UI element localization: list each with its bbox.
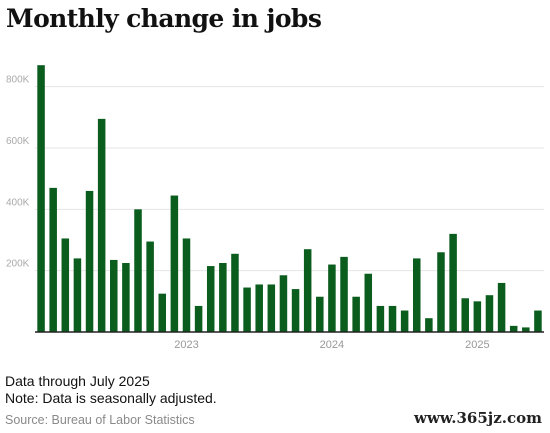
bar: [473, 301, 482, 332]
bar: [255, 284, 263, 332]
bar: [85, 190, 94, 332]
bar: [388, 305, 397, 332]
gridlines: [35, 86, 544, 272]
bar: [110, 259, 118, 332]
bar: [170, 195, 179, 332]
watermark-text: www.365jz.com: [414, 409, 542, 427]
bar: [425, 318, 433, 332]
bar: [97, 118, 106, 332]
bar: [279, 275, 288, 332]
bar: [243, 287, 251, 332]
bar: [146, 241, 154, 332]
bar: [412, 258, 421, 332]
bar: [437, 252, 445, 332]
bar: [194, 305, 203, 332]
chart-notes: Data through July 2025 Note: Data is sea…: [5, 373, 217, 407]
seasonal-adjustment-note: Note: Data is seasonally adjusted.: [5, 390, 217, 406]
x-tick-label: 2024: [320, 339, 344, 351]
bar: [219, 263, 227, 332]
bar: [182, 238, 191, 332]
x-tick-label: 2025: [465, 339, 489, 351]
bar: [461, 298, 469, 332]
bar: [352, 296, 360, 332]
bar: [340, 256, 348, 332]
y-tick-label: 600K: [6, 136, 30, 147]
y-tick-labels: 200K 400K 600K 800K: [6, 75, 30, 270]
bars: [37, 65, 542, 332]
bar: [449, 233, 457, 332]
source-note: Source: Bureau of Labor Statistics: [5, 413, 195, 427]
x-tick-labels: 2023 2024 2025: [174, 339, 489, 351]
bar: [497, 282, 506, 332]
y-tick-label: 200K: [6, 259, 30, 270]
y-tick-label: 800K: [6, 75, 30, 86]
data-through-note: Data through July 2025: [5, 373, 150, 389]
bar: [291, 289, 300, 332]
bar: [134, 209, 142, 332]
bar: [303, 249, 312, 332]
bar: [509, 325, 518, 332]
bar: [364, 273, 373, 332]
bar: [316, 296, 324, 332]
bar: [49, 187, 57, 332]
bar: [122, 263, 130, 332]
bar: [328, 264, 336, 332]
bar: [485, 295, 494, 332]
bar: [158, 293, 167, 332]
bar: [267, 284, 276, 332]
bar: [534, 310, 542, 332]
y-tick-label: 400K: [6, 197, 30, 208]
bar: [231, 253, 239, 332]
bar: [522, 327, 530, 332]
bar: [73, 258, 82, 332]
bar: [206, 266, 215, 332]
bar: [376, 305, 385, 332]
bar: [400, 310, 409, 332]
x-tick-label: 2023: [174, 339, 198, 351]
bar: [37, 65, 45, 332]
bar: [61, 238, 70, 332]
chart-title: Monthly change in jobs: [6, 4, 322, 33]
